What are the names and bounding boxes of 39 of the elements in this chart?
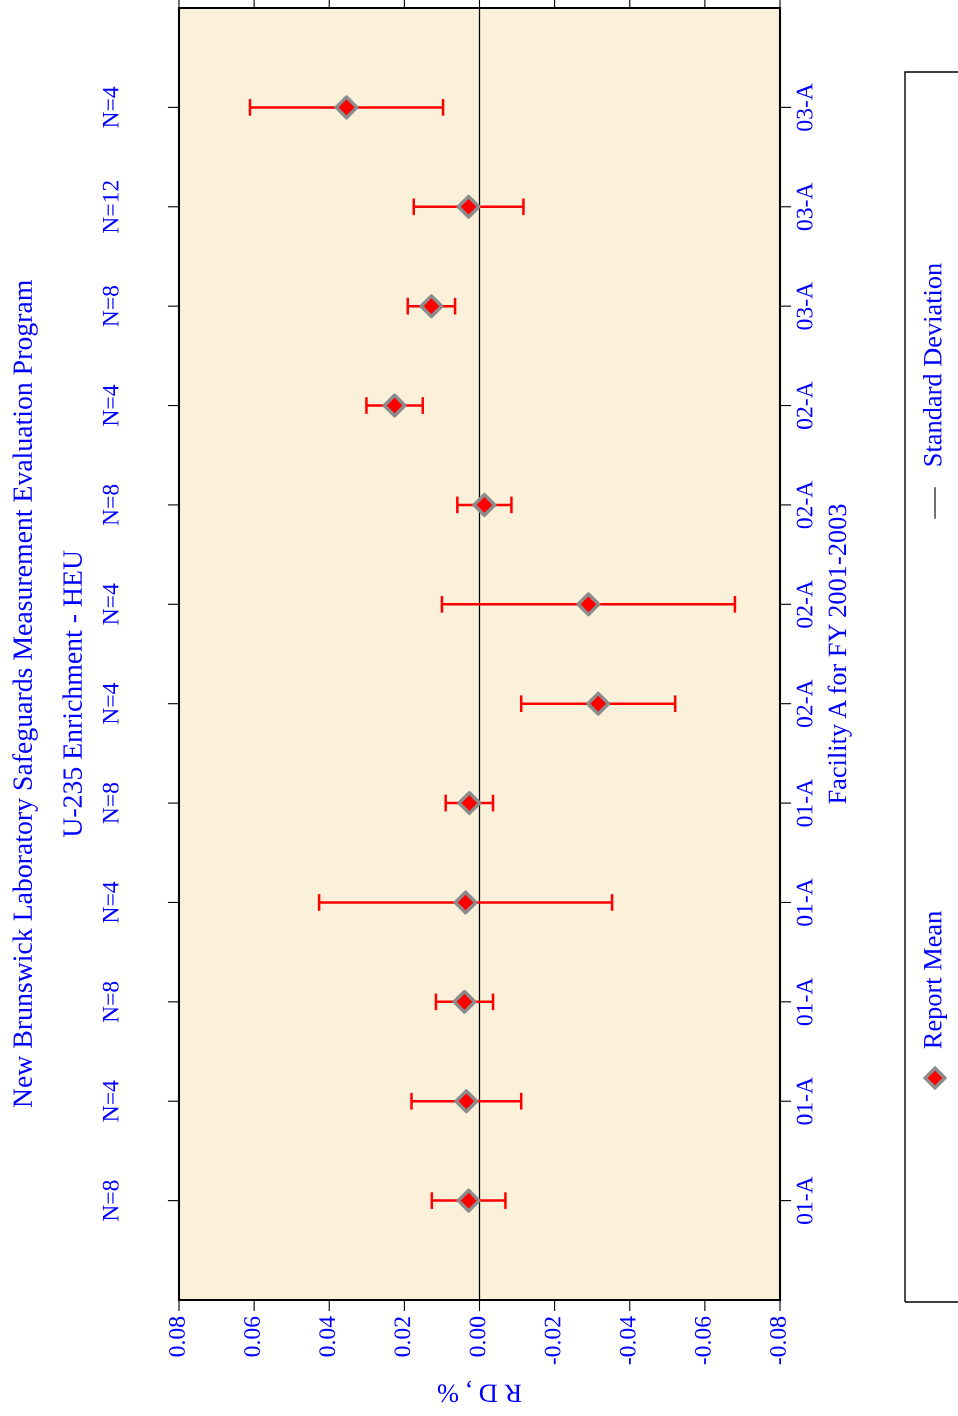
x-tick-label: -0.06 <box>694 1316 711 1365</box>
x-tick-label: -0.04 <box>619 1316 636 1365</box>
y-tick-label: 01-A <box>796 1077 813 1125</box>
y-tick-label: 01-A <box>796 1176 813 1224</box>
x-tick-label: 0.04 <box>319 1316 336 1357</box>
y2-tick-label: N=12 <box>102 181 119 234</box>
y-tick-label: 03-A <box>796 182 813 231</box>
y2-tick-label: N=4 <box>102 881 119 923</box>
x-tick-label: -0.08 <box>769 1316 787 1365</box>
x-tick-label: -0.02 <box>544 1317 561 1365</box>
x-tick-label: 0.06 <box>244 1316 261 1357</box>
text: Standard Deviation <box>923 263 942 466</box>
y-tick-label: 02-A <box>796 679 813 728</box>
text: U-235 Enrichment - HEU <box>62 550 82 838</box>
y-tick-label: 03-A <box>796 83 813 131</box>
y-tick-label: 01-A <box>796 878 813 926</box>
x-tick-label: 0.08 <box>168 1316 186 1357</box>
y2-tick-label: N=8 <box>102 981 119 1023</box>
text: New Brunswick Laboratory Safeguards Measurement Evaluation Program <box>12 280 38 1108</box>
y2-tick-label: N=8 <box>102 782 119 824</box>
x-axis-title: R D , % <box>437 1380 522 1403</box>
y2-tick-label: N=8 <box>102 285 119 327</box>
y-tick-label: 02-A <box>796 480 813 529</box>
y2-tick-label: N=4 <box>102 682 119 725</box>
y-tick-label: 03-A <box>796 282 813 330</box>
x-tick-label: 0.02 <box>394 1317 411 1357</box>
y2-tick-label: N=8 <box>102 484 119 526</box>
y2-tick-label: N=4 <box>102 1080 119 1122</box>
y-tick-label: 02-A <box>796 381 813 429</box>
x-tick-label: 0.00 <box>469 1316 486 1357</box>
y-tick-label: 02-A <box>796 580 813 628</box>
y2-tick-label: N=4 <box>102 86 119 128</box>
y2-tick-label: N=8 <box>102 1180 119 1222</box>
y2-tick-label: N=4 <box>102 583 119 625</box>
y-tick-label: 01-A <box>796 977 813 1026</box>
y2-tick-label: N=4 <box>102 384 119 426</box>
y-axis-title: Facility A for FY 2001-2003 <box>827 504 852 804</box>
y-tick-label: 01-A <box>796 778 813 827</box>
text: Report Mean <box>924 911 947 1049</box>
